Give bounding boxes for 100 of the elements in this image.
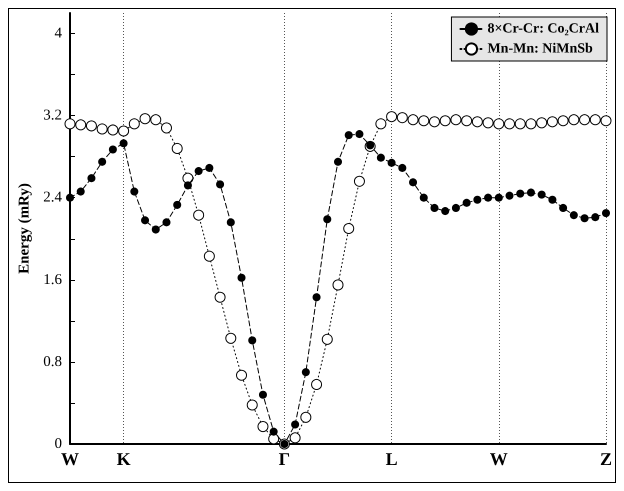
point [504, 118, 516, 130]
point [246, 400, 258, 410]
point [248, 336, 256, 344]
point [323, 215, 332, 224]
point [602, 209, 610, 218]
point [354, 176, 365, 187]
point [591, 213, 600, 222]
point [130, 188, 138, 196]
point [257, 421, 268, 432]
point [452, 204, 460, 212]
point [418, 115, 430, 126]
point [96, 123, 108, 134]
point [118, 126, 130, 137]
point [66, 194, 74, 202]
point [600, 115, 612, 126]
point [173, 200, 182, 209]
point [355, 130, 364, 138]
point [376, 154, 385, 162]
point [494, 194, 503, 202]
point [184, 181, 192, 190]
point [334, 158, 342, 166]
point [408, 114, 419, 126]
point [290, 432, 301, 444]
point [420, 194, 428, 202]
point [64, 118, 76, 130]
y-axis-title: Energy (mRy) [16, 183, 32, 274]
point [462, 198, 471, 207]
point [516, 190, 524, 198]
point [108, 145, 117, 154]
point [291, 420, 300, 428]
point [87, 174, 96, 182]
point [398, 164, 406, 172]
point [538, 190, 546, 199]
point [141, 216, 150, 224]
y-tick-label: 0.8 [43, 354, 62, 370]
point [225, 332, 236, 344]
point [375, 118, 386, 130]
point [343, 223, 354, 234]
legend-label: 8×Cr-Cr: Co₂CrAl [487, 22, 600, 36]
point [409, 178, 418, 186]
point [461, 115, 472, 126]
point [204, 250, 215, 262]
point [482, 117, 494, 128]
point [570, 211, 578, 220]
y-tick-label: 2.4 [43, 190, 62, 206]
point [450, 114, 462, 126]
point [428, 116, 440, 128]
point [107, 124, 118, 136]
y-tick-label: 1.6 [43, 272, 62, 288]
point [75, 119, 86, 130]
point [140, 113, 151, 124]
point [366, 141, 374, 150]
point [120, 139, 128, 148]
point [525, 118, 536, 130]
x-tick-label: W [490, 449, 508, 469]
point [386, 111, 398, 122]
point [440, 115, 451, 126]
point [526, 188, 535, 197]
point [128, 118, 140, 130]
x-tick-label: Γ [278, 449, 290, 469]
point [506, 192, 514, 200]
point [214, 292, 226, 303]
point [194, 167, 203, 176]
point [580, 214, 589, 222]
point [472, 116, 483, 128]
y-tick-label: 4 [54, 26, 62, 42]
point [86, 120, 97, 132]
point [388, 158, 396, 167]
point [150, 114, 162, 126]
point [546, 116, 558, 128]
point [98, 158, 106, 166]
y-tick-label: 0 [54, 436, 62, 452]
point [579, 114, 590, 126]
point [514, 118, 526, 130]
point [430, 204, 438, 212]
point [473, 196, 482, 204]
point [590, 114, 601, 126]
point [205, 164, 214, 172]
x-tick-label: Z [600, 449, 612, 469]
point [226, 218, 235, 226]
point [396, 112, 408, 124]
point [300, 412, 312, 423]
point [236, 370, 248, 381]
y-tick-label: 3.2 [43, 108, 62, 124]
x-tick-label: W [61, 449, 79, 469]
point [559, 204, 568, 212]
point [311, 378, 322, 390]
point [258, 390, 267, 399]
point [152, 226, 160, 234]
point [216, 180, 224, 188]
point [344, 131, 353, 140]
point [548, 196, 556, 204]
point [493, 118, 504, 130]
point [193, 210, 204, 221]
point [484, 194, 492, 202]
point [568, 114, 580, 126]
point [172, 142, 183, 154]
point [238, 274, 246, 282]
point [162, 218, 170, 226]
point [160, 122, 172, 134]
